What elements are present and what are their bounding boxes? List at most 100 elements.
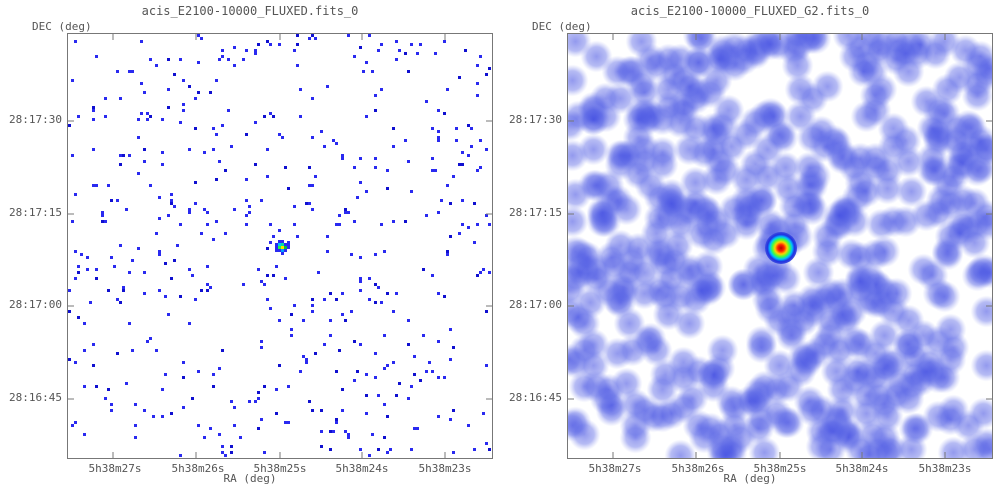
event-pixel (386, 169, 389, 172)
event-pixel (188, 85, 191, 88)
event-pixel (122, 289, 125, 292)
event-pixel (110, 409, 113, 412)
event-pixel (329, 430, 332, 433)
event-pixel (272, 235, 275, 238)
event-pixel (248, 400, 251, 403)
event-pixel (485, 364, 488, 367)
event-pixel (203, 208, 206, 211)
event-pixel (359, 280, 362, 283)
smoothed-blob (628, 76, 661, 109)
event-pixel (215, 133, 218, 136)
event-pixel (437, 130, 440, 133)
smoothed-blob (655, 187, 688, 220)
event-pixel (215, 79, 218, 82)
event-pixel (275, 265, 278, 268)
smoothed-blob (652, 43, 685, 76)
smoothed-blob (760, 373, 793, 406)
panel-title: acis_E2100-10000_FLUXED_G2.fits_0 (630, 4, 870, 18)
event-pixel (296, 43, 299, 46)
event-pixel (359, 181, 362, 184)
event-pixel (146, 118, 149, 121)
event-pixel (464, 49, 467, 52)
event-pixel (335, 370, 338, 373)
event-pixel (71, 79, 74, 82)
event-pixel (458, 232, 461, 235)
smoothed-blob (823, 199, 856, 232)
event-pixel (206, 265, 209, 268)
event-pixel (431, 157, 434, 160)
event-pixel (416, 52, 419, 55)
event-pixel (404, 220, 407, 223)
event-pixel (104, 220, 107, 223)
smoothed-blob (796, 82, 829, 115)
event-pixel (86, 268, 89, 271)
event-pixel (194, 298, 197, 301)
event-pixel (107, 388, 110, 391)
event-pixel (320, 409, 323, 412)
event-pixel (77, 271, 80, 274)
event-pixel (110, 403, 113, 406)
event-pixel (209, 427, 212, 430)
event-pixel (257, 43, 260, 46)
event-pixel (308, 400, 311, 403)
event-pixel (194, 202, 197, 205)
event-pixel (395, 292, 398, 295)
event-pixel (350, 253, 353, 256)
event-pixel (488, 223, 491, 226)
event-pixel (221, 445, 224, 448)
event-pixel (119, 97, 122, 100)
event-pixel (350, 310, 353, 313)
event-pixel (191, 274, 194, 277)
event-pixel (296, 64, 299, 67)
event-pixel (134, 436, 137, 439)
event-pixel (170, 193, 173, 196)
event-pixel (476, 274, 479, 277)
y-axis-label: DEC (deg) (532, 20, 592, 33)
event-pixel (158, 250, 161, 253)
event-pixel (137, 118, 140, 121)
event-pixel (215, 178, 218, 181)
event-pixel (125, 208, 128, 211)
event-pixel (392, 310, 395, 313)
smoothed-blob (850, 175, 883, 208)
smoothed-blob (763, 349, 796, 382)
event-pixel (287, 241, 290, 244)
event-pixel (197, 91, 200, 94)
image-plot[interactable] (67, 33, 493, 459)
event-pixel (392, 145, 395, 148)
event-pixel (326, 250, 329, 253)
event-pixel (329, 319, 332, 322)
event-pixel (416, 427, 419, 430)
event-pixel (104, 97, 107, 100)
event-pixel (158, 217, 161, 220)
smoothed-blob (595, 241, 628, 274)
y-tick-label: 28:17:30 (509, 113, 562, 126)
smoothed-blob (793, 151, 826, 184)
event-pixel (137, 136, 140, 139)
event-pixel (311, 34, 314, 37)
image-plot[interactable] (567, 33, 993, 459)
event-pixel (395, 58, 398, 61)
event-pixel (221, 55, 224, 58)
event-pixel (320, 445, 323, 448)
event-pixel (218, 433, 221, 436)
event-pixel (320, 130, 323, 133)
source-pixel (281, 243, 284, 246)
event-pixel (368, 298, 371, 301)
smoothed-blob (649, 358, 682, 391)
event-pixel (212, 238, 215, 241)
event-pixel (233, 406, 236, 409)
event-pixel (260, 346, 263, 349)
event-pixel (143, 148, 146, 151)
event-pixel (374, 283, 377, 286)
event-pixel (299, 115, 302, 118)
smoothed-blob (778, 190, 811, 223)
event-pixel (299, 88, 302, 91)
event-pixel (305, 361, 308, 364)
event-pixel (116, 199, 119, 202)
event-pixel (476, 82, 479, 85)
event-pixel (77, 265, 80, 268)
event-pixel (374, 157, 377, 160)
smoothed-blob (739, 148, 772, 181)
event-pixel (167, 214, 170, 217)
